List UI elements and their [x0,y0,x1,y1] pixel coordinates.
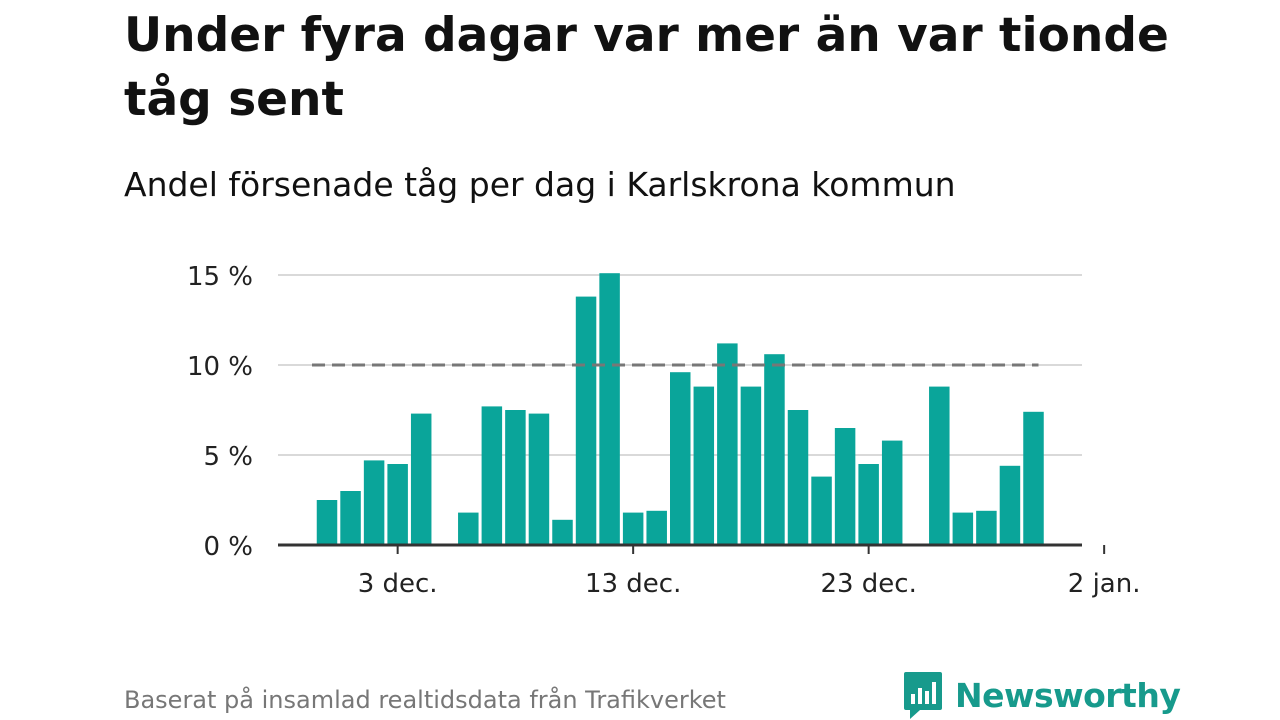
newsworthy-logo-icon [904,672,942,719]
y-tick-label: 10 % [187,352,253,382]
bar [340,491,361,545]
bars [316,273,1044,545]
y-tick-label: 5 % [203,442,253,472]
bar [410,413,432,545]
bar [505,410,526,545]
source-note: Baserat på insamlad realtidsdata från Tr… [124,686,726,714]
bar [363,460,385,545]
bar [952,512,974,545]
bar [881,440,903,545]
bar [999,465,1021,545]
bar [599,273,620,545]
bar [670,372,691,545]
bar [929,386,950,545]
chart-subtitle: Andel försenade tåg per dag i Karlskrona… [124,165,956,204]
x-tick-label: 13 dec. [585,569,681,599]
y-tick-label: 15 % [187,262,253,292]
bar [552,519,573,545]
brand-logo: Newsworthy [903,670,1181,720]
bar [387,464,408,545]
axes: 0 % 5 % 10 % 15 % 3 dec. 13 dec. 23 dec. 2 jan. [187,262,1141,599]
bar [693,386,715,545]
bar [528,413,550,545]
x-tick-label: 2 jan. [1068,569,1141,599]
chart-title: Under fyra dagar var mer än var tionde t… [124,8,1169,127]
bar [787,410,809,545]
bar-chart: 0 % 5 % 10 % 15 % 3 dec. 13 dec. 23 dec. 2 jan. [187,262,1141,599]
bar [458,512,479,545]
bar [976,510,997,545]
bar [575,296,597,545]
bar [481,406,503,545]
x-tick-label: 3 dec. [358,569,438,599]
bar [811,476,832,545]
bar [316,500,338,545]
x-tick-label: 23 dec. [820,569,916,599]
bar [622,512,644,545]
y-tick-label: 0 % [203,532,253,562]
bar [740,386,762,545]
bar [717,343,738,545]
bar [1023,411,1044,545]
bar [834,428,856,545]
bar [646,510,667,545]
bar [858,464,879,545]
bar [764,354,785,545]
brand-name: Newsworthy [955,675,1181,715]
